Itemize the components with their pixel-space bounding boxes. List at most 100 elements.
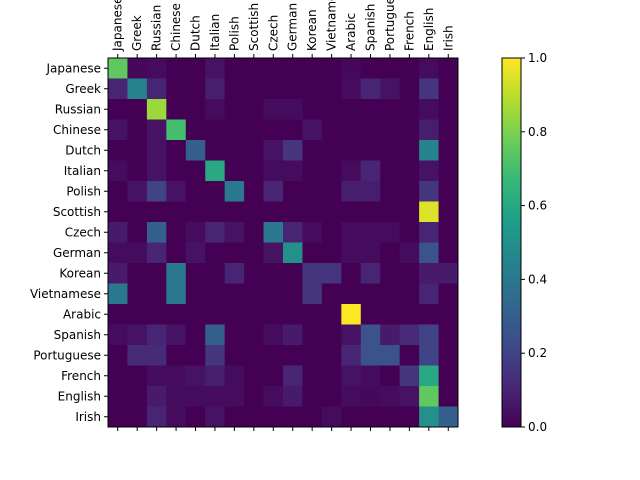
heatmap-cell [146, 242, 167, 264]
heatmap-cell [127, 283, 148, 305]
heatmap-cell [205, 283, 226, 305]
heatmap-cell [166, 386, 187, 407]
heatmap-cell [283, 78, 303, 100]
heatmap-cell [341, 222, 362, 243]
y-tick-label: Dutch [65, 143, 101, 157]
heatmap-cell [185, 99, 206, 120]
heatmap-cell [185, 283, 206, 305]
heatmap-cell [205, 222, 226, 243]
heatmap-cell [419, 386, 439, 407]
heatmap-cell [302, 140, 323, 161]
heatmap-cell [224, 78, 245, 100]
heatmap-cell [419, 365, 439, 387]
heatmap-cell [108, 242, 128, 264]
heatmap-cell [380, 263, 401, 284]
heatmap-cell [185, 140, 206, 161]
heatmap-cell [438, 160, 459, 182]
heatmap-cell [108, 181, 128, 202]
heatmap-cell [166, 324, 187, 346]
heatmap-cell [380, 386, 401, 407]
heatmap-cell [302, 78, 323, 100]
heatmap-cell [321, 201, 342, 223]
heatmap-cell [166, 99, 187, 120]
heatmap-cell [185, 78, 206, 100]
y-tick-label: English [58, 389, 101, 403]
heatmap-cell [321, 222, 342, 243]
heatmap-cell [127, 365, 148, 387]
colorbar-tick-label: 0.8 [528, 125, 547, 139]
heatmap-cell [146, 304, 167, 325]
heatmap-cell [341, 160, 362, 182]
heatmap-cell [283, 140, 303, 161]
heatmap-cell [341, 304, 362, 325]
x-tick-label: Korean [305, 9, 319, 51]
heatmap-cell [283, 283, 303, 305]
heatmap-cell [185, 345, 206, 366]
heatmap-cell [166, 304, 187, 325]
heatmap-cell [360, 78, 381, 100]
heatmap-cell [244, 58, 264, 79]
heatmap-cell [438, 181, 459, 202]
y-tick-label: Japanese [46, 61, 102, 75]
heatmap-cell [224, 283, 245, 305]
heatmap-cell [438, 304, 459, 325]
heatmap-cell [321, 324, 342, 346]
heatmap-cell [283, 160, 303, 182]
heatmap-cell [146, 201, 167, 223]
heatmap-cell [244, 201, 264, 223]
heatmap-cell [302, 365, 323, 387]
heatmap-cell [108, 283, 128, 305]
heatmap-cell [438, 283, 459, 305]
y-tick-label: Czech [65, 225, 101, 239]
y-tick-label: Chinese [53, 123, 101, 137]
heatmap-cell [166, 345, 187, 366]
heatmap-cell [380, 242, 401, 264]
heatmap-cell [224, 201, 245, 223]
heatmap-cell [244, 222, 264, 243]
colorbar-tick-label: 0.6 [528, 199, 547, 213]
heatmap-cell [108, 201, 128, 223]
heatmap-cell [244, 386, 264, 407]
heatmap-cell [263, 365, 284, 387]
heatmap-cell [341, 58, 362, 79]
y-tick-label: Portuguese [33, 348, 101, 362]
heatmap-cell [205, 181, 226, 202]
heatmap-cell [244, 99, 264, 120]
heatmap-cell [108, 406, 128, 428]
heatmap-cell [127, 386, 148, 407]
heatmap-cell [380, 324, 401, 346]
heatmap-cell [419, 78, 439, 100]
heatmap-cell [341, 140, 362, 161]
heatmap-cell [419, 119, 439, 141]
heatmap-cell [205, 160, 226, 182]
heatmap-cell [302, 263, 323, 284]
heatmap-cell [380, 283, 401, 305]
heatmap-cell [224, 365, 245, 387]
heatmap-cell [321, 78, 342, 100]
heatmap-cell [205, 365, 226, 387]
heatmap-cell [302, 222, 323, 243]
heatmap-cell [360, 263, 381, 284]
heatmap-cell [321, 263, 342, 284]
y-tick-label: Vietnamese [30, 287, 101, 301]
heatmap-cell [224, 386, 245, 407]
y-tick-label: Greek [65, 82, 101, 96]
y-tick-label: Irish [75, 410, 101, 424]
heatmap-cell [360, 160, 381, 182]
heatmap-cell [263, 283, 284, 305]
heatmap-cell [360, 99, 381, 120]
heatmap-cell [360, 242, 381, 264]
heatmap-cell [438, 201, 459, 223]
heatmap-cell [399, 345, 420, 366]
heatmap-cell [146, 324, 167, 346]
x-tick-label: Scottish [247, 3, 261, 51]
heatmap-cell [302, 181, 323, 202]
colorbar-tick-label: 1.0 [528, 51, 547, 65]
heatmap-cell [419, 160, 439, 182]
heatmap-cell [108, 78, 128, 100]
heatmap-cell [341, 78, 362, 100]
heatmap-cell [419, 181, 439, 202]
heatmap-cell [283, 345, 303, 366]
heatmap-cell [263, 99, 284, 120]
heatmap-cell [341, 345, 362, 366]
